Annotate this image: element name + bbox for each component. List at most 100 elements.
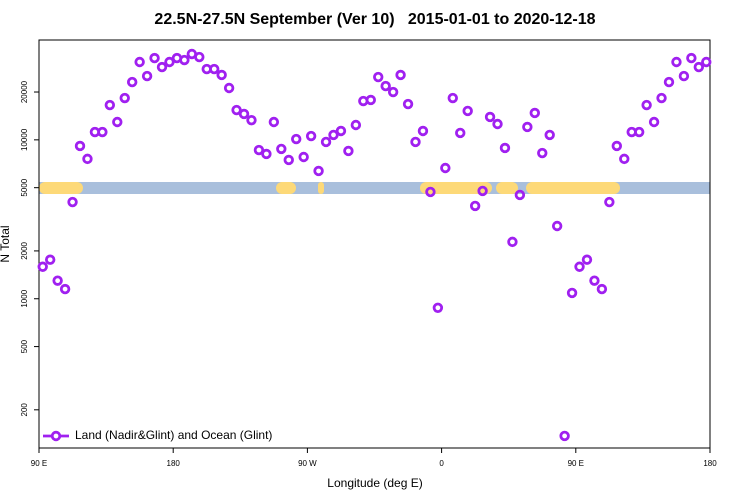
data-point: [253, 144, 265, 156]
y-tick-label: 200: [20, 403, 29, 417]
data-point: [209, 63, 220, 75]
data-point: [97, 126, 108, 138]
data-point: [350, 119, 362, 131]
x-axis-label: Longitude (deg E): [327, 476, 422, 490]
y-tick-label: 500: [20, 339, 29, 353]
data-point: [410, 136, 421, 148]
data-point: [119, 92, 130, 104]
data-point: [469, 200, 481, 212]
data-point: [179, 54, 190, 66]
data-point: [104, 99, 116, 111]
data-point: [261, 148, 272, 160]
data-point: [298, 151, 309, 163]
data-point: [283, 154, 294, 166]
legend-marker: [50, 430, 62, 442]
data-point: [551, 220, 563, 232]
data-point: [373, 71, 384, 83]
y-tick-label: 20000: [20, 80, 29, 103]
data-point: [589, 275, 600, 286]
data-point: [37, 261, 48, 272]
data-point: [74, 140, 86, 152]
y-tick-label: 5000: [20, 178, 29, 196]
data-point: [156, 61, 168, 73]
data-point: [231, 104, 242, 116]
data-point: [387, 86, 399, 98]
data-point: [395, 69, 406, 81]
data-point: [126, 76, 138, 88]
data-point: [425, 186, 436, 198]
data-point: [671, 56, 682, 68]
data-point: [238, 108, 250, 120]
data-point: [611, 140, 623, 152]
data-point: [141, 70, 153, 82]
data-point: [447, 92, 458, 104]
data-point: [499, 142, 511, 154]
data-point: [440, 162, 451, 174]
data-point: [559, 430, 570, 442]
land-ocean-band: [39, 182, 710, 194]
chart-title: 22.5N-27.5N September (Ver 10) 2015-01-0…: [154, 11, 595, 28]
data-point: [164, 56, 175, 68]
data-point: [44, 254, 56, 265]
data-point: [484, 111, 496, 123]
data-point: [335, 125, 347, 137]
data-point: [529, 107, 540, 119]
x-tick-label: 90 E: [31, 459, 47, 468]
data-point: [604, 196, 615, 208]
data-point: [380, 80, 391, 92]
data-point: [477, 185, 488, 197]
data-point: [514, 189, 526, 201]
data-point: [701, 56, 712, 68]
plot-frame: [38, 39, 711, 449]
data-point: [52, 275, 63, 286]
y-tick-label: 2000: [20, 241, 29, 259]
data-point: [455, 127, 466, 139]
data-point: [693, 61, 705, 73]
data-point: [320, 136, 332, 148]
data-point: [134, 56, 145, 68]
y-tick-label: 10000: [20, 128, 29, 151]
data-point: [537, 147, 548, 159]
data-point: [223, 82, 235, 94]
x-tick-label: 90 E: [568, 459, 584, 468]
data-point: [462, 105, 473, 117]
data-point: [417, 125, 429, 137]
data-point: [194, 51, 205, 63]
data-point: [305, 130, 317, 142]
data-point: [522, 121, 533, 133]
data-point: [641, 99, 652, 111]
data-point: [67, 196, 78, 208]
x-tick-label: 0: [439, 459, 444, 468]
data-point: [82, 153, 93, 165]
data-point: [246, 114, 257, 126]
data-point: [574, 261, 585, 272]
x-tick-label: 180: [167, 459, 181, 468]
data-point: [112, 116, 123, 128]
data-point: [492, 118, 503, 130]
data-point: [216, 69, 227, 81]
data-point: [678, 70, 690, 82]
data-point: [581, 254, 593, 265]
data-point: [149, 52, 160, 64]
data-point: [619, 153, 630, 165]
data-point: [313, 165, 324, 177]
y-tick-label: 1000: [20, 289, 29, 307]
data-point: [276, 143, 287, 155]
data-point: [656, 92, 667, 104]
data-point: [663, 76, 675, 88]
data-point: [544, 129, 555, 141]
data-point: [648, 116, 660, 128]
data-point: [268, 116, 280, 128]
data-point: [365, 94, 376, 106]
data-point: [328, 129, 339, 141]
data-point: [633, 126, 645, 138]
x-tick-label: 180: [703, 459, 717, 468]
data-point: [402, 98, 414, 110]
data-point: [59, 283, 71, 295]
x-tick-label: 90 W: [298, 459, 317, 468]
data-point: [566, 287, 578, 299]
data-point: [686, 52, 697, 64]
legend-label: Land (Nadir&Glint) and Ocean (Glint): [75, 428, 272, 442]
data-point: [596, 283, 608, 295]
